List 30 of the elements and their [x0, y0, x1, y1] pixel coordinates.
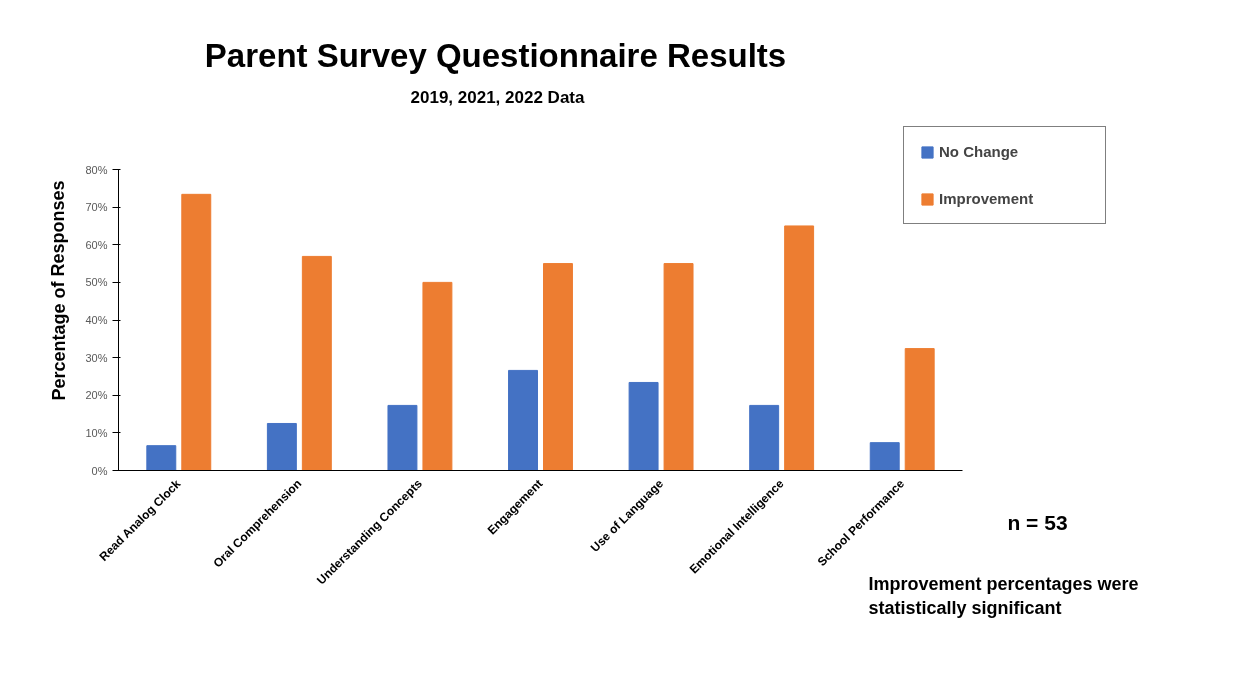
legend-label: Improvement — [939, 190, 1035, 207]
bar — [508, 369, 538, 471]
y-tick-label: 70% — [85, 201, 108, 214]
bar — [387, 404, 418, 471]
bar — [628, 381, 659, 471]
y-tick-label: 0% — [91, 464, 108, 477]
y-tick-label: 10% — [85, 426, 108, 439]
y-tick-label: 60% — [85, 238, 108, 251]
bar — [869, 442, 900, 471]
y-tick-label: 50% — [85, 276, 108, 289]
chart-title: Parent Survey Questionnaire Results — [204, 37, 787, 74]
bar — [146, 445, 177, 471]
bar — [784, 225, 815, 471]
bar — [543, 263, 573, 471]
y-tick-label: 30% — [85, 351, 108, 364]
legend-label: No Change — [939, 143, 1020, 160]
bar — [266, 422, 297, 471]
bar — [301, 255, 332, 471]
y-tick-label: 80% — [85, 163, 108, 176]
y-tick-label: 20% — [85, 389, 108, 402]
chart-subtitle: 2019, 2021, 2022 Data — [410, 88, 585, 107]
y-tick-label: 40% — [85, 314, 108, 326]
bar — [663, 263, 694, 471]
bar — [904, 348, 935, 471]
text: n = 53 — [1007, 511, 1068, 534]
bar — [181, 193, 212, 471]
bar — [749, 404, 780, 471]
y-axis-title: Percentage of Responses — [48, 180, 69, 401]
text: Improvement percentages were statistically significant — [868, 573, 1139, 618]
bar — [422, 281, 453, 471]
